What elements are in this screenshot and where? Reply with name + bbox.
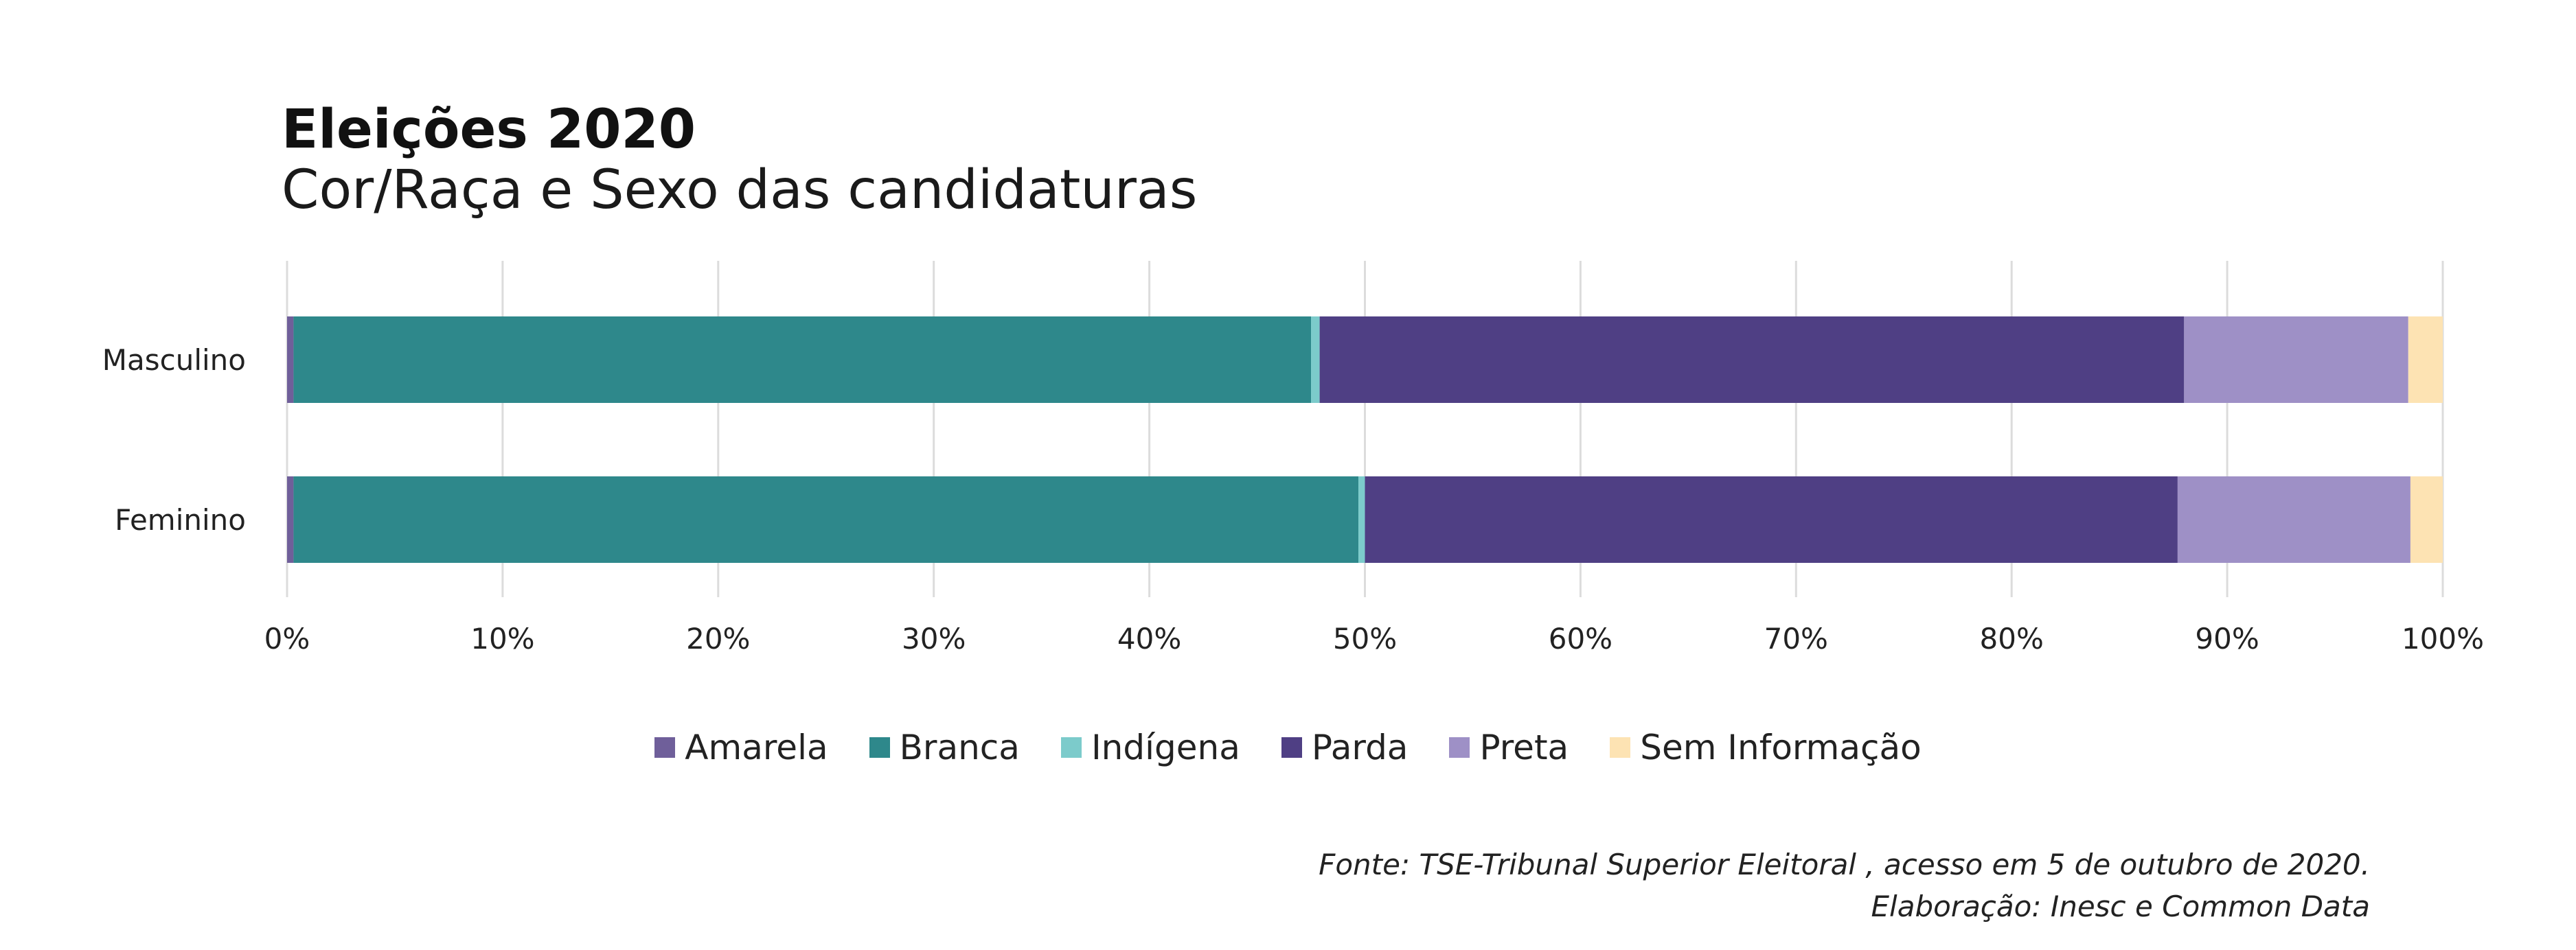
legend-swatch	[1449, 737, 1470, 758]
bar-segment	[2408, 316, 2443, 403]
legend-item: Branca	[869, 728, 1020, 767]
bars	[287, 316, 2443, 563]
bar-segment	[1365, 476, 2178, 563]
x-tick-label: 100%	[2402, 622, 2484, 656]
bar-segment	[1311, 316, 1320, 403]
bar-segment	[293, 476, 1359, 563]
chart-subtitle: Cor/Raça e Sexo das candidaturas	[282, 159, 1198, 221]
legend-swatch	[1610, 737, 1631, 758]
x-tick-label: 10%	[470, 622, 534, 656]
legend-item: Sem Informação	[1610, 728, 1922, 767]
bar-segment	[293, 316, 1312, 403]
axis-labels: 0% 10% 20% 30% 40% 50% 60% 70% 80% 90% 100% Masculi…	[102, 343, 2484, 656]
legend-label: Parda	[1311, 728, 1409, 767]
legend-item: Preta	[1449, 728, 1569, 767]
source-line: Fonte: TSE-Tribunal Superior Eleitoral ,…	[1319, 848, 2370, 881]
x-tick-label: 50%	[1333, 622, 1397, 656]
x-tick-label: 40%	[1117, 622, 1181, 656]
x-tick-label: 0%	[264, 622, 310, 656]
legend-swatch	[654, 737, 676, 758]
x-tick-label: 80%	[1980, 622, 2044, 656]
legend-label: Preta	[1479, 728, 1569, 767]
bar-segment	[287, 476, 294, 563]
legend-swatch	[1060, 737, 1082, 758]
legend-item: Indígena	[1060, 728, 1240, 767]
legend-item: Amarela	[654, 728, 828, 767]
x-tick-label: 90%	[2195, 622, 2259, 656]
legend-label: Sem Informação	[1640, 728, 1922, 767]
legend-label: Indígena	[1091, 728, 1240, 767]
bar-segment	[2177, 476, 2410, 563]
legend-swatch	[1281, 737, 1302, 758]
bar-segment	[287, 316, 294, 403]
bar-segment	[2184, 316, 2408, 403]
bar-segment	[2410, 476, 2443, 563]
legend-label: Branca	[899, 728, 1020, 767]
x-tick-label: 20%	[686, 622, 750, 656]
stacked-bar-chart: 0% 10% 20% 30% 40% 50% 60% 70% 80% 90% 100% Masculi…	[102, 261, 2484, 656]
source-note: Fonte: TSE-Tribunal Superior Eleitoral ,…	[1319, 844, 2370, 928]
legend-label: Amarela	[685, 728, 828, 767]
y-category-label: Feminino	[115, 503, 246, 537]
legend-swatch	[869, 737, 890, 758]
y-category-label: Masculino	[102, 343, 246, 377]
x-tick-label: 30%	[902, 622, 966, 656]
bar-segment	[1358, 476, 1365, 563]
legend: Amarela Branca Indígena Parda Preta Sem Infor…	[0, 728, 2576, 767]
bar-segment	[1319, 316, 2185, 403]
chart-title: Eleições 2020	[282, 99, 696, 161]
x-tick-label: 70%	[1764, 622, 1828, 656]
credit-line: Elaboração: Inesc e Common Data	[1871, 889, 2371, 923]
x-tick-label: 60%	[1549, 622, 1612, 656]
legend-item: Parda	[1281, 728, 1409, 767]
